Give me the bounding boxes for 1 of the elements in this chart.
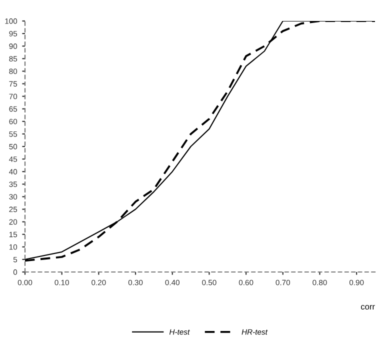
x-axis-title: corr [361,304,375,310]
